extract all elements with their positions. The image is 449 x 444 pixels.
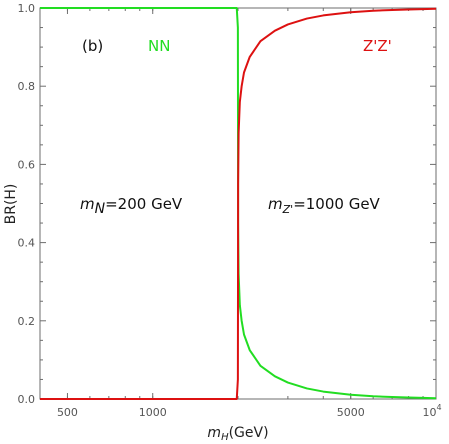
series-label-nn: NN [148, 37, 170, 55]
annotation-mz: mZ'=1000 GeV [268, 195, 381, 216]
y-axis-ticks: 0.0 0.2 0.4 0.6 0.8 1.0 [18, 2, 436, 406]
annotation-mz-sub: Z' [282, 203, 294, 216]
x-tick-label: 104 [422, 403, 441, 419]
x-axis-label-unit: (GeV) [229, 425, 269, 441]
x-axis-label: mH(GeV) [207, 425, 268, 443]
x-tick-label: 500 [57, 406, 78, 419]
y-tick-label: 0.8 [18, 80, 36, 93]
y-tick-label: 0.2 [18, 315, 36, 328]
y-tick-label: 1.0 [18, 2, 36, 15]
y-axis-label: BR(H) [3, 184, 19, 225]
series-label-zz: Z'Z' [363, 37, 392, 55]
panel-label: (b) [82, 37, 103, 55]
annotation-mz-symbol: m [268, 195, 283, 213]
series-layer [40, 7, 437, 400]
series-line-zz [40, 7, 437, 400]
annotation-mn-rest: =200 GeV [105, 195, 183, 213]
y-tick-label: 0.6 [18, 158, 36, 171]
annotation-mn-symbol: m [80, 195, 95, 213]
series-line-nn [40, 7, 437, 400]
annotation-mz-rest: =1000 GeV [293, 195, 380, 213]
annotation-mn-sub: N [95, 201, 106, 217]
annotation-mn: mN=200 GeV [80, 195, 183, 217]
y-tick-label: 0.4 [18, 237, 36, 250]
x-axis-label-sub: H [221, 432, 229, 443]
x-axis-label-symbol: m [207, 425, 221, 441]
x-tick-label: 5000 [337, 406, 365, 419]
y-tick-label: 0.0 [18, 393, 36, 406]
x-tick-label: 1000 [139, 406, 167, 419]
